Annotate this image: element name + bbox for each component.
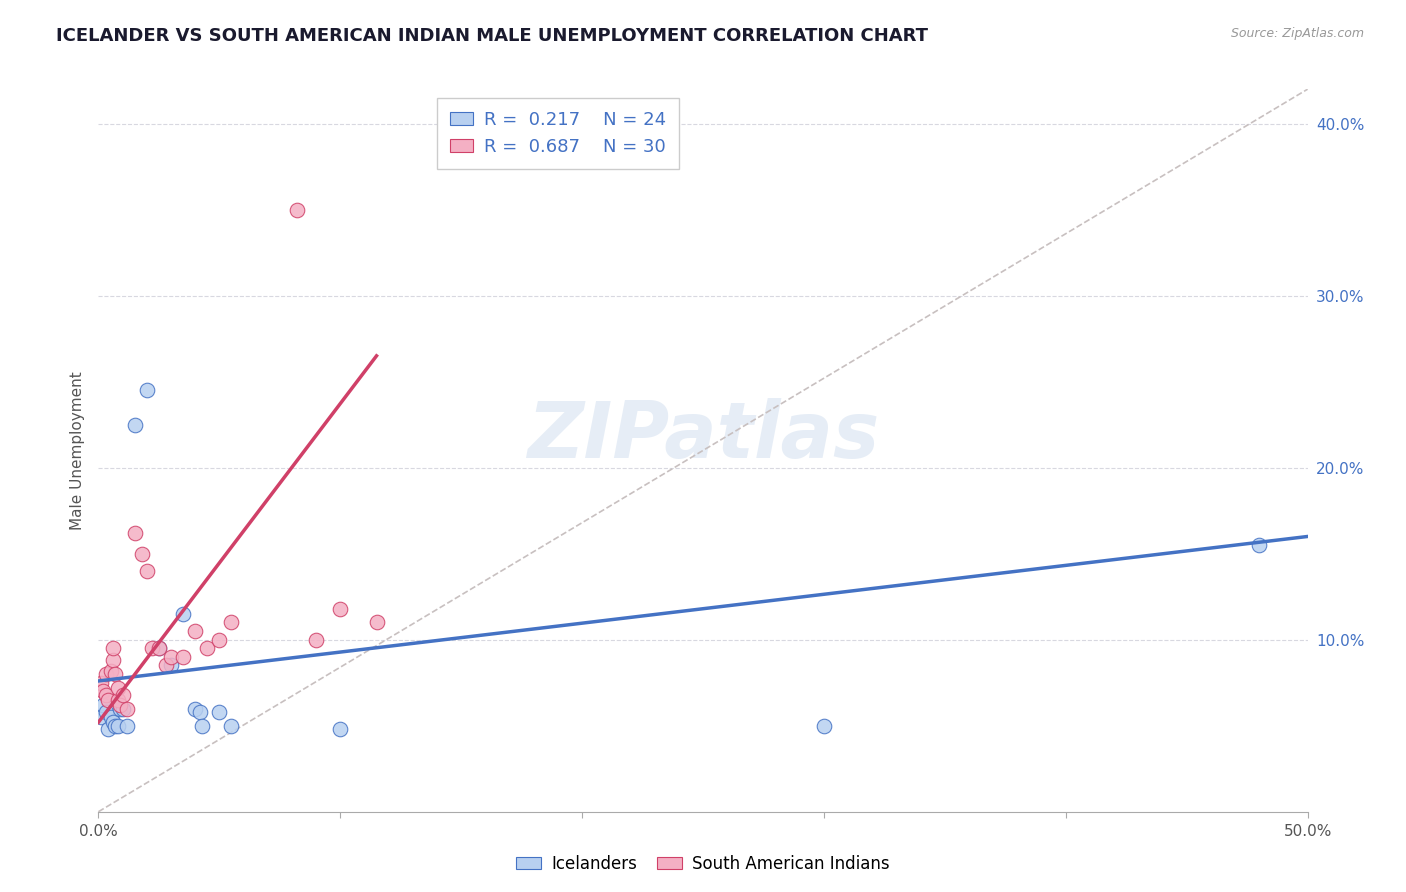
Point [221, 615, 243, 630]
Point [94, 667, 117, 681]
Point [329, 722, 352, 736]
Point [329, 601, 352, 615]
Point [90, 675, 112, 690]
Point [191, 719, 214, 733]
Point [195, 641, 218, 656]
Point [208, 632, 231, 647]
Point [366, 615, 388, 630]
Point [188, 705, 211, 719]
Point [94, 688, 117, 702]
Text: Source: ZipAtlas.com: Source: ZipAtlas.com [1230, 27, 1364, 40]
Point [1249, 538, 1271, 552]
Text: ICELANDER VS SOUTH AMERICAN INDIAN MALE UNEMPLOYMENT CORRELATION CHART: ICELANDER VS SOUTH AMERICAN INDIAN MALE … [56, 27, 928, 45]
Point [172, 649, 194, 664]
Point [184, 624, 207, 639]
Point [117, 719, 139, 733]
Point [94, 705, 117, 719]
Point [155, 658, 177, 673]
Point [131, 547, 153, 561]
Point [97, 722, 120, 736]
Point [104, 719, 127, 733]
Point [107, 681, 129, 695]
Point [97, 693, 120, 707]
Point [124, 417, 146, 432]
Point [813, 719, 835, 733]
Text: ZIPatlas: ZIPatlas [527, 398, 879, 474]
Point [124, 526, 146, 541]
Point [285, 202, 308, 217]
Point [101, 641, 124, 656]
Point [111, 688, 134, 702]
Point [91, 684, 114, 698]
Point [208, 705, 231, 719]
Point [100, 664, 122, 678]
Point [117, 701, 139, 715]
Point [111, 701, 134, 715]
Point [141, 641, 163, 656]
Point [108, 698, 131, 712]
Point [148, 641, 170, 656]
Point [101, 653, 124, 667]
Point [160, 658, 183, 673]
Point [135, 564, 157, 578]
Point [107, 693, 129, 707]
Point [172, 607, 194, 621]
Point [160, 649, 183, 664]
Point [108, 701, 131, 715]
Point [107, 719, 129, 733]
Point [148, 641, 170, 656]
Point [305, 632, 328, 647]
Point [100, 710, 122, 724]
Point [101, 715, 124, 730]
Point [221, 719, 243, 733]
Point [91, 698, 114, 712]
Point [135, 384, 157, 398]
Point [184, 701, 207, 715]
Y-axis label: Male Unemployment: Male Unemployment [69, 371, 84, 530]
Point [104, 667, 127, 681]
Legend: R =  0.217    N = 24, R =  0.687    N = 30: R = 0.217 N = 24, R = 0.687 N = 30 [437, 98, 679, 169]
Point [90, 710, 112, 724]
Legend: Icelanders, South American Indians: Icelanders, South American Indians [509, 848, 897, 880]
